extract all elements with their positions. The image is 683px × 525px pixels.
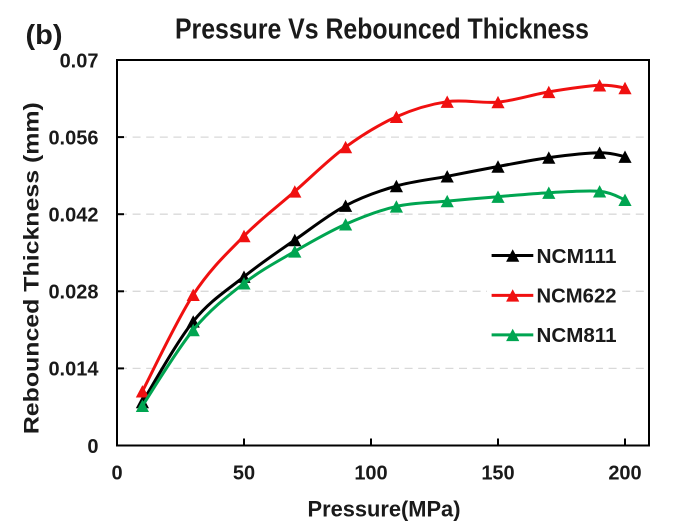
svg-text:0: 0 — [111, 463, 122, 485]
svg-text:0.042: 0.042 — [48, 205, 98, 227]
svg-text:0.056: 0.056 — [48, 127, 98, 149]
svg-text:(b): (b) — [26, 19, 63, 50]
svg-text:200: 200 — [608, 463, 641, 485]
svg-text:50: 50 — [233, 463, 255, 485]
svg-text:Pressure(MPa): Pressure(MPa) — [308, 497, 461, 522]
svg-text:0.014: 0.014 — [48, 359, 99, 381]
svg-text:Pressure Vs Rebounced Thicknes: Pressure Vs Rebounced Thickness — [175, 14, 589, 46]
svg-text:0: 0 — [87, 436, 98, 458]
svg-text:0.028: 0.028 — [48, 282, 98, 304]
svg-text:NCM622: NCM622 — [537, 286, 617, 308]
svg-text:Rebounced Thickness (mm): Rebounced Thickness (mm) — [20, 102, 44, 434]
svg-text:100: 100 — [354, 463, 387, 485]
svg-text:NCM111: NCM111 — [537, 246, 617, 268]
svg-text:150: 150 — [481, 463, 514, 485]
svg-text:0.07: 0.07 — [60, 50, 99, 72]
svg-text:NCM811: NCM811 — [537, 325, 617, 347]
